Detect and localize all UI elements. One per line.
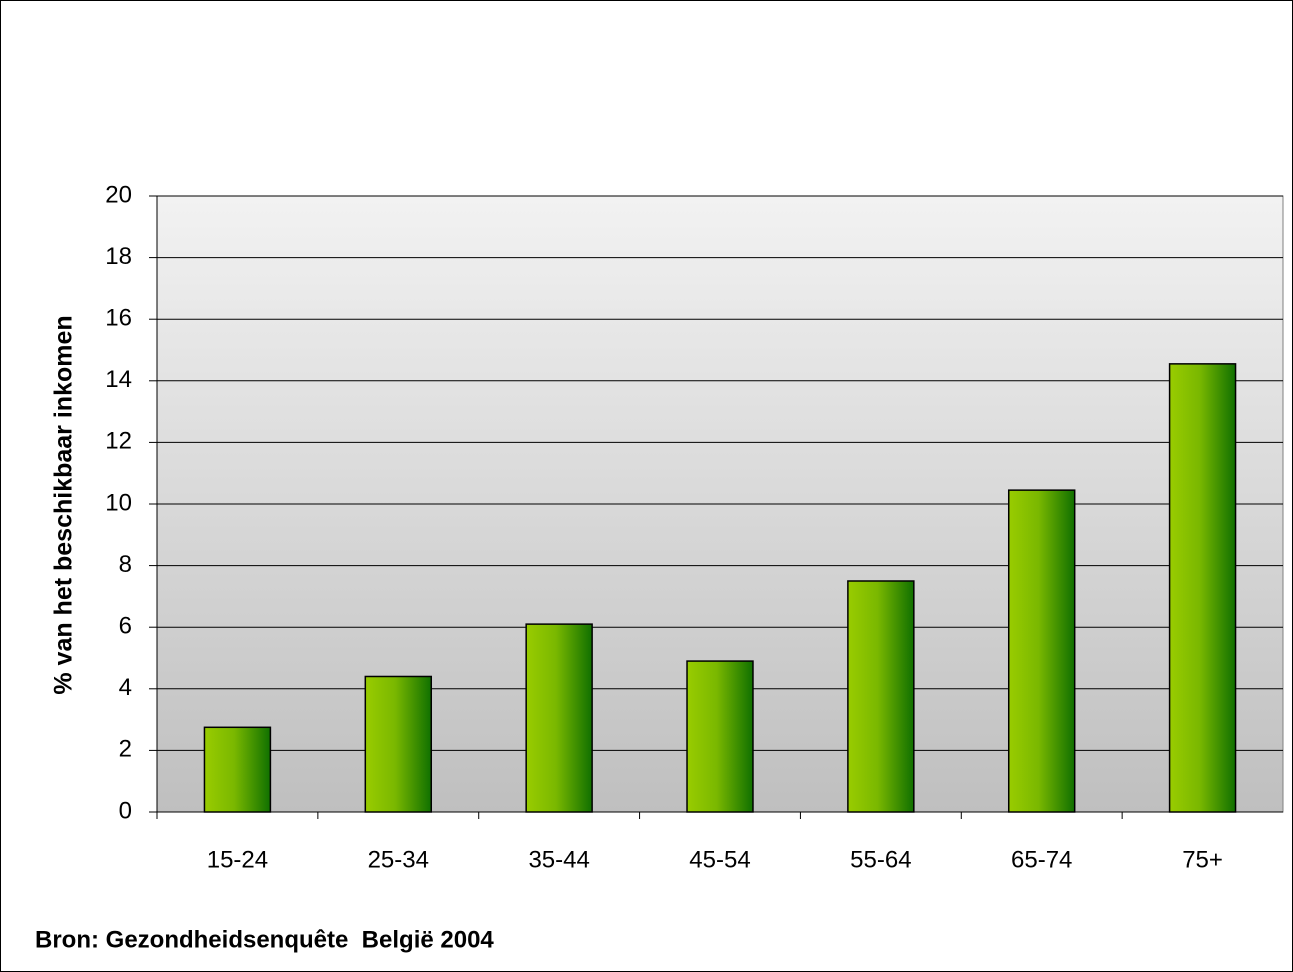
y-axis-label: % van het beschikbaar inkomen — [50, 315, 78, 694]
x-tick-label: 45-54 — [689, 846, 750, 873]
source-note: Bron: Gezondheidsenquête België 2004 — [35, 926, 494, 953]
y-tick-label: 20 — [105, 181, 132, 208]
y-tick-label: 12 — [105, 428, 132, 455]
y-tick-label: 2 — [119, 736, 132, 763]
bar — [364, 675, 433, 813]
y-tick-label: 4 — [119, 674, 132, 701]
y-tick-label: 8 — [119, 551, 132, 578]
bar — [847, 580, 915, 813]
y-tick-label: 10 — [105, 489, 132, 516]
x-tick-label: 65-74 — [1011, 846, 1072, 873]
bar — [203, 726, 272, 813]
x-tick-label: 75+ — [1182, 846, 1223, 873]
x-tick-label: 35-44 — [528, 846, 589, 873]
bar — [525, 623, 593, 813]
bar — [1168, 363, 1237, 813]
x-tick-label: 15-24 — [207, 846, 268, 873]
y-tick-label: 16 — [105, 305, 132, 332]
bar — [1007, 489, 1076, 813]
x-tick-label: 25-34 — [368, 846, 429, 873]
y-tick-label: 14 — [105, 366, 132, 393]
y-tick-label: 0 — [119, 797, 132, 824]
y-tick-label: 18 — [105, 243, 132, 270]
bar — [686, 660, 754, 813]
x-tick-label: 55-64 — [850, 846, 911, 873]
y-tick-label: 6 — [119, 613, 132, 640]
